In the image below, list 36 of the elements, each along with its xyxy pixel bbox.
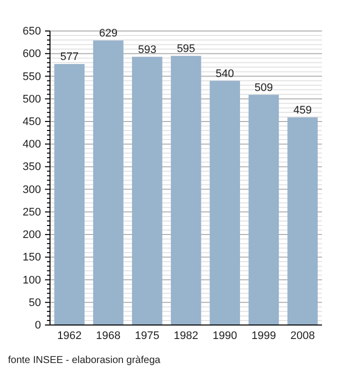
- y-tick-label: 500: [22, 93, 41, 106]
- y-tick-label: 350: [22, 161, 41, 174]
- data-label: 540: [216, 68, 234, 80]
- data-label: 595: [176, 42, 196, 55]
- x-tick-label: 1999: [251, 330, 276, 342]
- x-tick-label: 1962: [57, 330, 82, 342]
- y-tick-label: 600: [22, 48, 41, 60]
- data-label: 577: [60, 51, 79, 64]
- y-tick-label: 200: [22, 229, 41, 242]
- y-tick-label: 150: [22, 252, 41, 264]
- y-tick-label: 450: [22, 116, 41, 128]
- source-note: fonte INSEE - elaborasion gràfega: [8, 355, 161, 366]
- x-tick-label: 1968: [96, 330, 121, 342]
- x-tick-label: 1990: [212, 330, 238, 342]
- data-label: 509: [254, 82, 273, 94]
- data-label: 459: [293, 104, 312, 116]
- bar: [210, 80, 240, 325]
- bar: [287, 117, 318, 325]
- data-label: 629: [99, 28, 118, 40]
- data-label: 593: [138, 44, 156, 56]
- x-tick-label: 1982: [174, 330, 198, 342]
- bar: [248, 94, 279, 325]
- bar: [54, 64, 85, 325]
- bar: [170, 56, 202, 325]
- bar: [93, 40, 124, 325]
- y-tick-label: 100: [22, 274, 41, 286]
- y-tick-label: 550: [22, 70, 41, 83]
- y-tick-label: 250: [22, 206, 41, 218]
- x-tick-label: 2008: [290, 330, 315, 342]
- bar: [132, 56, 162, 325]
- x-tick-label: 1975: [134, 330, 160, 342]
- y-tick-label: 300: [22, 184, 41, 196]
- y-tick-label: 400: [22, 138, 41, 151]
- y-tick-label: 50: [28, 296, 41, 309]
- y-tick-label: 0: [34, 320, 41, 332]
- y-tick-label: 650: [22, 26, 41, 38]
